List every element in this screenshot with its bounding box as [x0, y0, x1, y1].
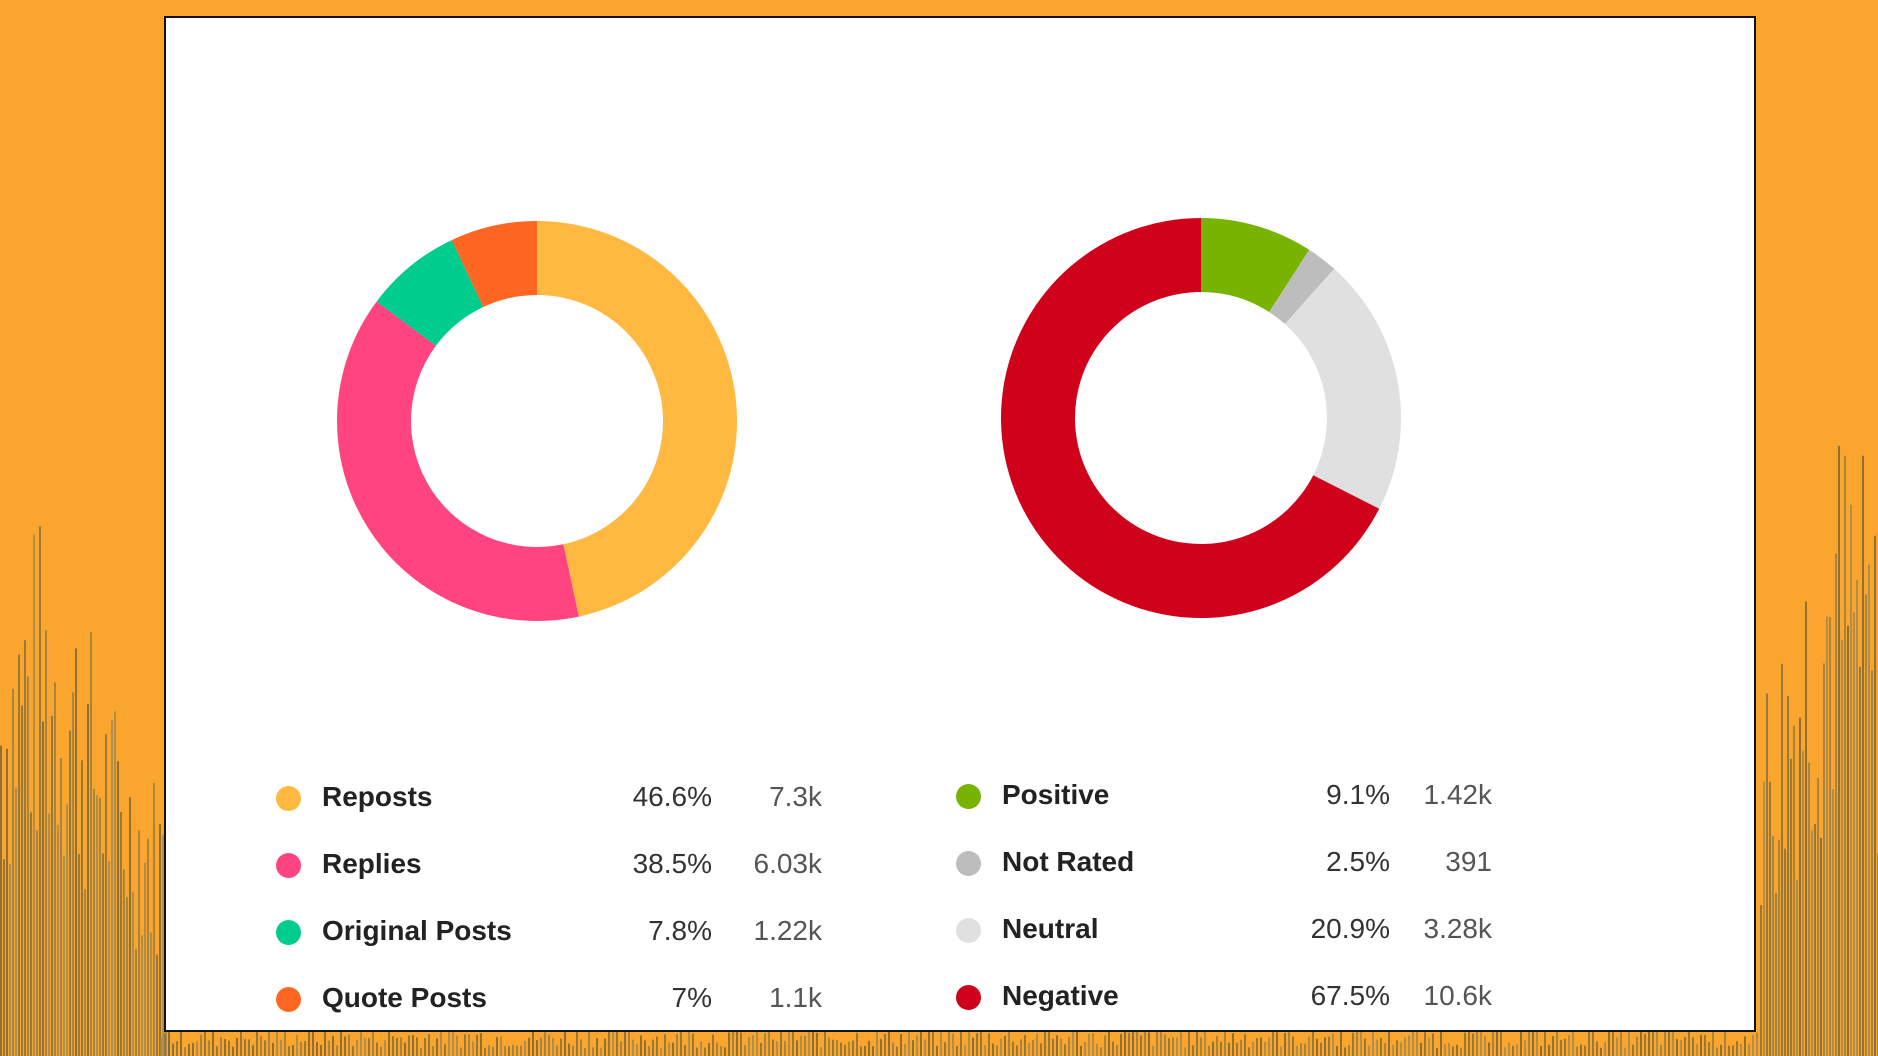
legend-row[interactable]: Replies 38.5% 6.03k	[276, 837, 836, 904]
legend-color-dot	[956, 918, 981, 943]
legend-percent: 46.6%	[632, 781, 712, 812]
legend-label: Negative	[1002, 980, 1119, 1011]
legend-color-dot	[956, 784, 981, 809]
legend-percent: 9.1%	[1326, 779, 1390, 810]
legend-row[interactable]: Original Posts 7.8% 1.22k	[276, 904, 836, 971]
sentiment-legend: Positive 9.1% 1.42k Not Rated 2.5% 391 N…	[956, 768, 1516, 1036]
legend-label: Positive	[1002, 779, 1110, 810]
legend-percent: 38.5%	[632, 848, 712, 879]
legend-count: 7.3k	[769, 781, 822, 812]
donut-slice-original-posts[interactable]	[376, 240, 484, 346]
sentiment-donut-chart	[1001, 218, 1401, 618]
donut-slice-not-rated[interactable]	[1269, 249, 1335, 325]
legend-percent: 67.5%	[1310, 980, 1390, 1011]
post-type-legend: Reposts 46.6% 7.3k Replies 38.5% 6.03k O…	[276, 770, 836, 1038]
legend-color-dot	[276, 853, 301, 878]
donut-slice-negative[interactable]	[1001, 218, 1380, 618]
legend-row[interactable]: Reposts 46.6% 7.3k	[276, 770, 836, 837]
legend-color-dot	[956, 851, 981, 876]
donut-slice-quote-posts[interactable]	[451, 221, 537, 308]
legend-percent: 7.8%	[648, 915, 712, 946]
legend-label: Original Posts	[322, 915, 512, 946]
legend-percent: 2.5%	[1326, 846, 1390, 877]
legend-count: 1.22k	[753, 915, 823, 946]
legend-count: 10.6k	[1423, 980, 1493, 1011]
donut-slice-replies[interactable]	[337, 301, 579, 621]
legend-color-dot	[956, 985, 981, 1010]
legend-label: Quote Posts	[322, 982, 487, 1013]
chart-panel: Reposts 46.6% 7.3k Replies 38.5% 6.03k O…	[164, 16, 1756, 1032]
legend-row[interactable]: Positive 9.1% 1.42k	[956, 768, 1516, 835]
legend-percent: 20.9%	[1310, 913, 1390, 944]
legend-row[interactable]: Negative 67.5% 10.6k	[956, 969, 1516, 1036]
legend-count: 1.42k	[1423, 779, 1493, 810]
donut-slice-positive[interactable]	[1201, 218, 1310, 313]
legend-row[interactable]: Not Rated 2.5% 391	[956, 835, 1516, 902]
post-type-donut-chart	[337, 221, 737, 621]
donut-slice-neutral[interactable]	[1284, 268, 1401, 509]
legend-label: Reposts	[322, 781, 433, 812]
legend-color-dot	[276, 786, 301, 811]
legend-color-dot	[276, 987, 301, 1012]
legend-label: Neutral	[1002, 913, 1099, 944]
legend-color-dot	[276, 920, 301, 945]
legend-percent: 7%	[671, 982, 712, 1013]
legend-row[interactable]: Quote Posts 7% 1.1k	[276, 971, 836, 1038]
legend-count: 6.03k	[753, 848, 823, 879]
legend-row[interactable]: Neutral 20.9% 3.28k	[956, 902, 1516, 969]
legend-count: 1.1k	[769, 982, 822, 1013]
donut-slice-reposts[interactable]	[537, 221, 737, 617]
legend-count: 3.28k	[1423, 913, 1493, 944]
legend-label: Not Rated	[1002, 846, 1135, 877]
legend-count: 391	[1445, 846, 1492, 877]
legend-label: Replies	[322, 848, 422, 879]
